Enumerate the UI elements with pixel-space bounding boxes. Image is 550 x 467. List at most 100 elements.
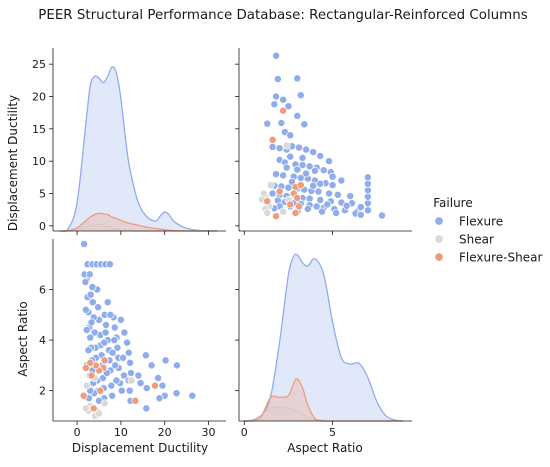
- point-flexure: [105, 260, 114, 269]
- point-shear: [259, 189, 268, 198]
- legend-label-shear: Shear: [459, 233, 494, 247]
- point-shear: [263, 208, 272, 217]
- x-tick-label: 10: [114, 426, 128, 439]
- point-flexure-shear: [87, 371, 96, 380]
- y-tick-label: 25: [32, 58, 46, 71]
- point-flexure-shear: [296, 181, 305, 190]
- point-flexure: [124, 348, 133, 357]
- point-shear: [81, 404, 90, 413]
- panel-ductility-kde: 0 5 10 15 20 25: [32, 48, 226, 235]
- point-flexure: [286, 131, 295, 140]
- kde-line-flexure: [59, 66, 218, 233]
- y-axis-label-ductility: Displacement Ductility: [6, 95, 20, 231]
- point-flexure: [323, 200, 332, 209]
- point-flexure: [332, 208, 341, 217]
- point-flexure: [106, 310, 115, 319]
- point-flexure: [328, 181, 337, 190]
- point-flexure: [147, 361, 156, 370]
- point-flexure: [316, 196, 325, 204]
- point-flexure: [119, 353, 128, 362]
- point-flexure: [87, 318, 96, 327]
- point-flexure: [120, 328, 129, 337]
- point-flexure: [142, 404, 151, 413]
- point-flexure: [172, 361, 181, 370]
- point-flexure: [279, 95, 288, 104]
- point-flexure-shear: [293, 194, 302, 202]
- point-flexure: [142, 384, 151, 393]
- point-flexure: [117, 386, 126, 395]
- point-flexure: [161, 356, 170, 365]
- y-tick-label: 2: [39, 385, 46, 398]
- point-flexure: [268, 189, 277, 198]
- point-flexure: [268, 142, 277, 151]
- point-flexure: [272, 170, 281, 179]
- point-flexure: [356, 203, 365, 212]
- point-flexure: [363, 206, 372, 215]
- point-flexure: [100, 338, 109, 347]
- point-flexure: [337, 176, 346, 185]
- point-flexure: [296, 91, 305, 100]
- point-flexure: [286, 152, 295, 161]
- point-flexure-shear: [286, 200, 295, 209]
- y-tick-label: 5: [39, 187, 46, 200]
- point-flexure: [110, 336, 119, 345]
- point-flexure: [108, 391, 117, 400]
- point-flexure: [126, 358, 135, 367]
- point-flexure: [325, 189, 333, 198]
- point-flexure: [328, 172, 337, 181]
- point-flexure: [110, 323, 119, 332]
- point-flexure: [263, 119, 272, 128]
- point-flexure: [94, 303, 103, 312]
- point-shear: [100, 399, 109, 408]
- point-flexure: [103, 298, 112, 307]
- y-tick-label: 0: [39, 220, 46, 233]
- point-flexure: [136, 379, 145, 388]
- point-flexure: [310, 166, 319, 175]
- point-flexure: [279, 171, 288, 180]
- kde-fill-flexure: [244, 253, 404, 422]
- point-flexure: [123, 338, 131, 347]
- x-axis-label-aspect: Aspect Ratio: [287, 441, 362, 455]
- point-flexure: [342, 201, 351, 210]
- point-flexure: [309, 148, 318, 157]
- point-flexure: [116, 315, 125, 324]
- point-flexure: [81, 278, 90, 286]
- point-flexure-shear: [89, 404, 98, 413]
- x-tick-label: 20: [158, 426, 172, 439]
- y-tick-label: 20: [32, 90, 46, 103]
- point-flexure: [302, 145, 311, 154]
- point-flexure-shear: [295, 202, 303, 211]
- point-flexure: [80, 240, 89, 249]
- legend-marker-shear: [434, 234, 444, 244]
- point-flexure: [84, 346, 93, 355]
- point-flexure: [85, 270, 94, 279]
- point-flexure: [293, 74, 302, 83]
- point-flexure: [298, 153, 307, 162]
- point-flexure: [101, 328, 110, 337]
- point-flexure: [309, 181, 318, 190]
- kde-fill-shear: [59, 224, 218, 232]
- point-flexure: [293, 165, 302, 174]
- x-tick-label: 0: [241, 426, 248, 439]
- legend-label-flexure-shear: Flexure-Shear: [459, 251, 542, 265]
- point-flexure: [158, 381, 167, 390]
- legend-marker-flexure-shear: [434, 252, 444, 262]
- legend-marker-flexure: [434, 216, 444, 226]
- x-tick-label: 5: [329, 426, 336, 439]
- point-flexure: [86, 290, 95, 299]
- y-tick-label: 10: [32, 155, 46, 168]
- point-shear: [95, 409, 103, 418]
- point-flexure-shear: [279, 106, 288, 115]
- point-flexure: [134, 371, 143, 380]
- point-flexure: [172, 389, 181, 398]
- point-flexure: [378, 211, 386, 220]
- point-flexure-shear: [275, 187, 284, 196]
- y-axis-label-aspect: Aspect Ratio: [16, 301, 30, 376]
- point-flexure: [314, 187, 323, 196]
- point-flexure: [125, 386, 134, 395]
- point-flexure: [273, 75, 282, 83]
- point-flexure-shear: [131, 396, 140, 405]
- point-flexure: [316, 152, 325, 160]
